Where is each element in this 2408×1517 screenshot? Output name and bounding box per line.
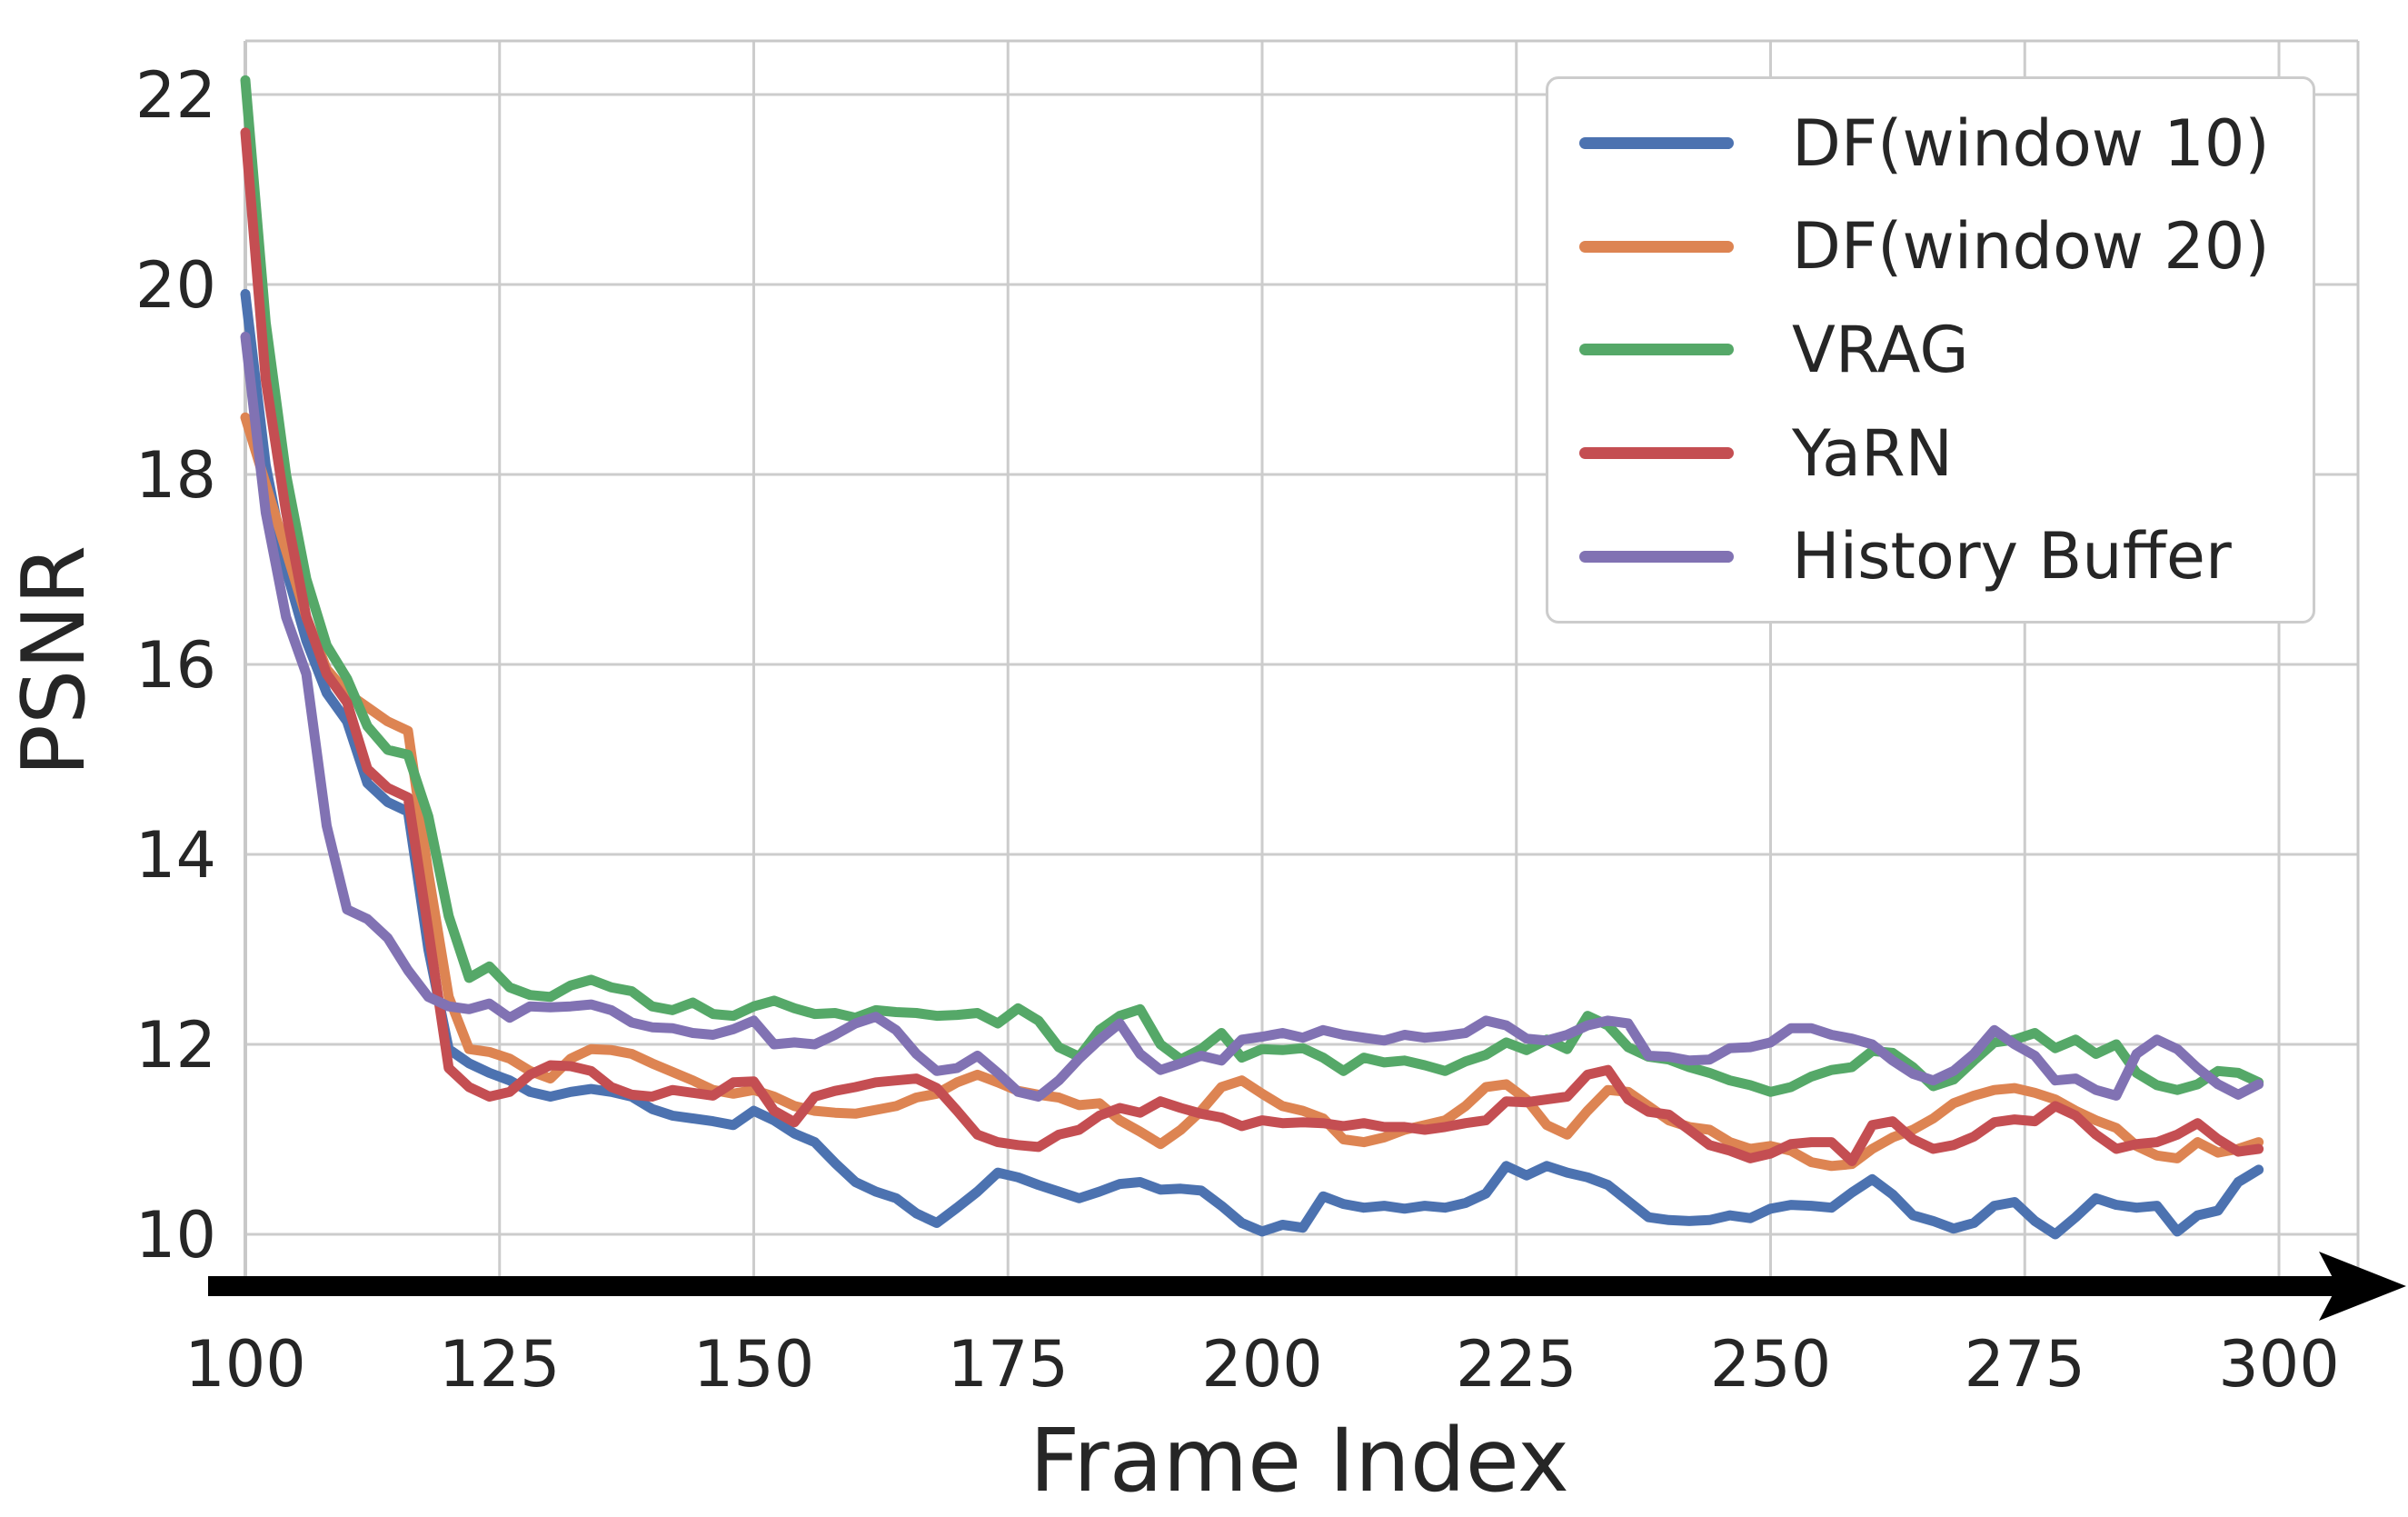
x-axis-title: Frame Index xyxy=(1030,1410,1569,1512)
series-line-df-window-10- xyxy=(240,289,2264,1240)
y-tick-label: 10 xyxy=(135,1198,216,1272)
legend-line-sample xyxy=(1579,550,1734,563)
y-tick-label: 22 xyxy=(135,58,216,133)
y-tick-label: 14 xyxy=(135,818,216,893)
x-tick-label: 275 xyxy=(1964,1327,2085,1402)
legend-line-sample xyxy=(1579,447,1734,460)
legend-label: History Buffer xyxy=(1792,519,2232,594)
legend-label: DF(window 10) xyxy=(1792,105,2270,181)
x-tick-label: 225 xyxy=(1456,1327,1577,1402)
legend-item: VRAG xyxy=(1579,313,2304,387)
legend-line-sample xyxy=(1579,240,1734,253)
legend-label: DF(window 20) xyxy=(1792,209,2270,284)
x-axis-arrow-head xyxy=(2319,1252,2406,1321)
x-tick-label: 100 xyxy=(184,1327,306,1402)
legend-item: DF(window 20) xyxy=(1579,209,2304,284)
legend-label: YaRN xyxy=(1792,415,1954,491)
x-tick-label: 300 xyxy=(2218,1327,2340,1402)
y-axis-title: PSNR xyxy=(5,544,104,777)
y-tick-label: 16 xyxy=(135,628,216,703)
legend-label: VRAG xyxy=(1792,312,1969,387)
series-line-yarn xyxy=(240,127,2264,1166)
x-tick-label: 125 xyxy=(439,1327,561,1402)
series-line-df-window-20- xyxy=(240,412,2264,1172)
x-tick-label: 200 xyxy=(1201,1327,1323,1402)
x-tick-label: 175 xyxy=(947,1327,1069,1402)
legend: DF(window 10) DF(window 20) VRAG YaRN Histor… xyxy=(1546,76,2315,624)
legend-line-sample xyxy=(1579,137,1734,150)
legend-item: YaRN xyxy=(1579,416,2304,491)
x-tick-label: 150 xyxy=(693,1327,815,1402)
y-tick-label: 12 xyxy=(135,1008,216,1083)
legend-item: History Buffer xyxy=(1579,519,2304,594)
x-tick-label: 250 xyxy=(1710,1327,1832,1402)
legend-item: DF(window 10) xyxy=(1579,106,2304,181)
series-line-history-buffer xyxy=(240,332,2264,1102)
y-tick-label: 18 xyxy=(135,438,216,513)
y-tick-label: 20 xyxy=(135,248,216,323)
legend-line-sample xyxy=(1579,344,1734,356)
